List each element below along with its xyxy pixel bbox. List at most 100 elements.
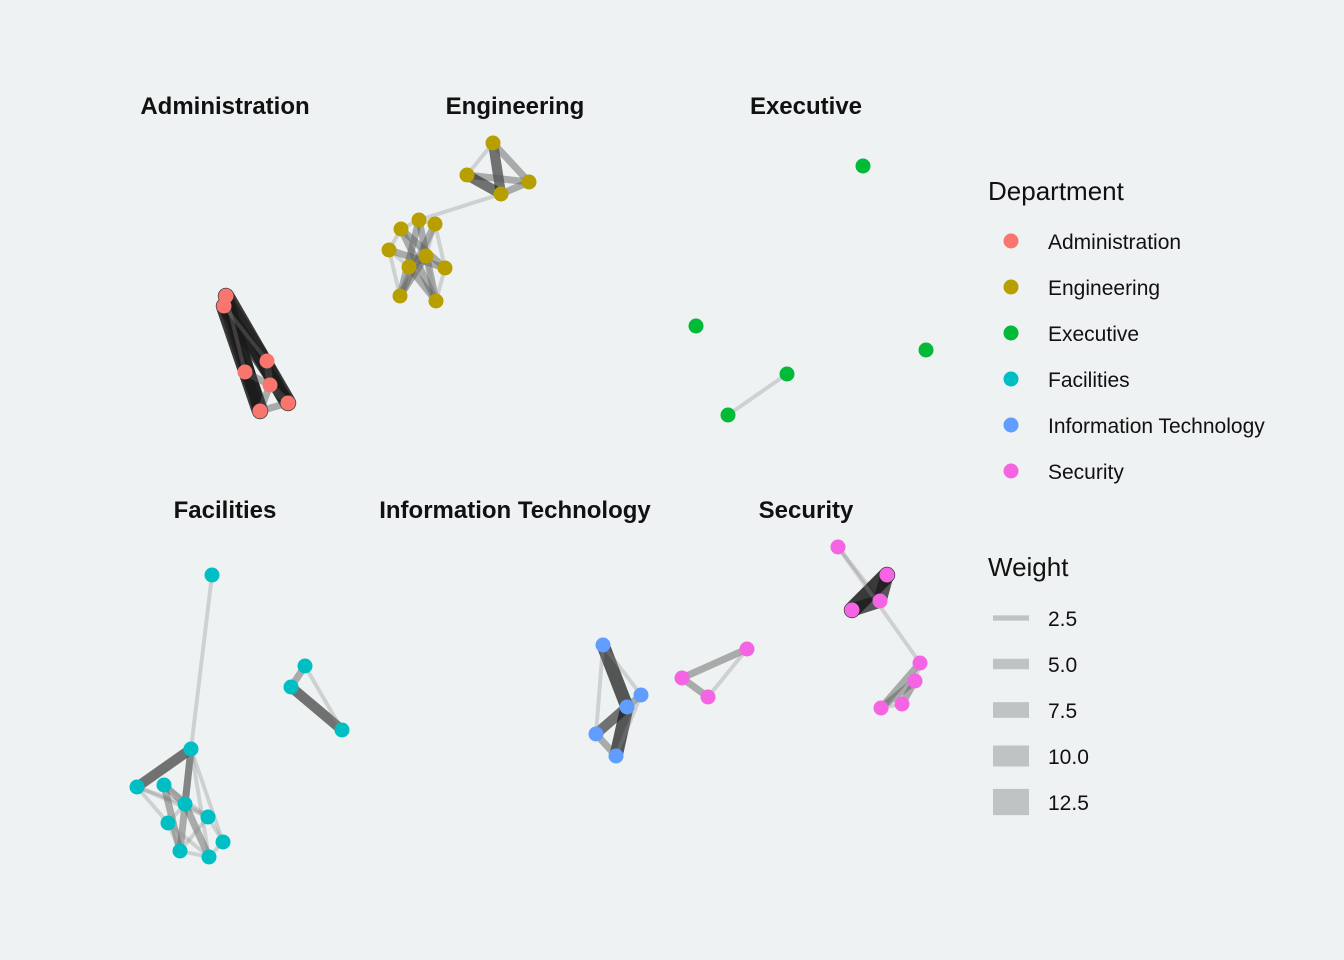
edge-facilities-5 — [181, 745, 195, 808]
panel-title-executive: Executive — [750, 93, 862, 120]
edge-engineering-1 — [489, 139, 533, 186]
edge-engineering-9 — [385, 246, 449, 272]
node-f8 — [177, 796, 193, 812]
edge-facilities-2 — [285, 681, 348, 736]
node-f6 — [129, 779, 145, 795]
edge-facilities-22 — [135, 785, 170, 825]
edge-administration-5 — [218, 300, 251, 378]
node-e7 — [393, 221, 409, 237]
legend-weight-label-0: 2.5 — [1048, 608, 1077, 631]
edge-information-technology-4 — [594, 643, 605, 736]
legend-department-title: Department — [988, 176, 1125, 206]
node-f4 — [334, 722, 350, 738]
edge-administration-4 — [220, 290, 273, 367]
edge-information-technology-3 — [601, 643, 643, 697]
edge-facilities-4 — [131, 743, 197, 793]
edge-engineering-18 — [387, 248, 402, 298]
node-f3 — [283, 679, 299, 695]
node-x2 — [688, 318, 704, 334]
node-e3 — [521, 174, 537, 190]
legend-key-engineering — [1003, 279, 1019, 295]
node-s9 — [907, 673, 923, 689]
node-e12 — [392, 288, 408, 304]
node-f1 — [204, 567, 220, 583]
node-f10 — [160, 815, 176, 831]
legend-label-facilities: Facilities — [1048, 369, 1130, 392]
edge-facilities-7 — [189, 747, 225, 844]
edge-facilities-3 — [303, 664, 344, 732]
edge-engineering-21 — [433, 222, 447, 270]
edge-facilities-9 — [135, 785, 210, 819]
legend-key-administration — [1003, 233, 1019, 249]
node-i1 — [595, 637, 611, 653]
node-i3 — [619, 699, 635, 715]
node-x1 — [855, 158, 871, 174]
edge-security-7 — [706, 647, 749, 699]
edge-engineering-0 — [487, 137, 507, 200]
node-i4 — [588, 726, 604, 742]
edge-security-5 — [678, 645, 751, 682]
node-s10 — [873, 700, 889, 716]
node-s7 — [700, 689, 716, 705]
legend-weight: Weight 2.5 5.0 7.5 10.0 12.5 — [988, 552, 1089, 816]
node-s4 — [844, 602, 860, 618]
node-f11 — [215, 834, 231, 850]
legend-key-security — [1003, 463, 1019, 479]
legend-label-security: Security — [1048, 461, 1124, 484]
node-f5 — [183, 741, 199, 757]
panel-title-information-technology: Information Technology — [379, 497, 651, 524]
legend-label-engineering: Engineering — [1048, 277, 1160, 300]
legend-weight-label-3: 10.0 — [1048, 746, 1089, 769]
node-e6 — [427, 216, 443, 232]
edge-engineering-10 — [396, 220, 439, 300]
edge-engineering-13 — [396, 252, 430, 300]
node-a4 — [237, 364, 253, 380]
panel-title-administration: Administration — [140, 93, 309, 120]
node-e4 — [493, 186, 509, 202]
panel-title-engineering: Engineering — [446, 93, 585, 120]
edge-security-8 — [877, 659, 924, 712]
node-x3 — [918, 342, 934, 358]
node-e8 — [381, 242, 397, 258]
node-a5 — [262, 377, 278, 393]
nodes-layer — [129, 135, 934, 865]
node-f9 — [200, 809, 216, 825]
node-e11 — [437, 260, 453, 276]
node-x5 — [720, 407, 736, 423]
node-a3 — [259, 353, 275, 369]
node-f7 — [156, 777, 172, 793]
panel-title-facilities: Facilities — [174, 497, 277, 524]
node-s5 — [739, 641, 755, 657]
node-s11 — [894, 696, 910, 712]
node-s2 — [879, 567, 895, 583]
legend-label-information-technology: Information Technology — [1048, 415, 1265, 438]
legend-weight-title: Weight — [988, 552, 1069, 582]
edge-engineering-12 — [397, 225, 449, 272]
edge-administration-14 — [222, 304, 269, 363]
edge-facilities-8 — [189, 747, 211, 859]
edge-engineering-11 — [396, 216, 423, 300]
node-x4 — [779, 366, 795, 382]
legend-weight-label-2: 7.5 — [1048, 700, 1077, 723]
node-f2 — [297, 658, 313, 674]
edge-engineering-8 — [397, 225, 440, 305]
edge-facilities-0 — [189, 573, 214, 751]
legend-key-facilities — [1003, 371, 1019, 387]
node-f12 — [172, 843, 188, 859]
node-e5 — [411, 212, 427, 228]
legend-department: Department Administration Engineering Exec… — [988, 176, 1265, 484]
node-s6 — [674, 670, 690, 686]
edge-engineering-6 — [417, 192, 503, 222]
edge-information-technology-7 — [614, 693, 643, 758]
node-a2 — [216, 298, 232, 314]
legend-key-executive — [1003, 325, 1019, 341]
node-a7 — [252, 403, 268, 419]
node-s1 — [830, 539, 846, 555]
legend-weight-label-1: 5.0 — [1048, 654, 1077, 677]
edge-facilities-10 — [135, 785, 187, 806]
legend-label-administration: Administration — [1048, 231, 1181, 254]
legend-label-executive: Executive — [1048, 323, 1139, 346]
edge-executive-0 — [726, 372, 789, 417]
node-s3 — [872, 593, 888, 609]
